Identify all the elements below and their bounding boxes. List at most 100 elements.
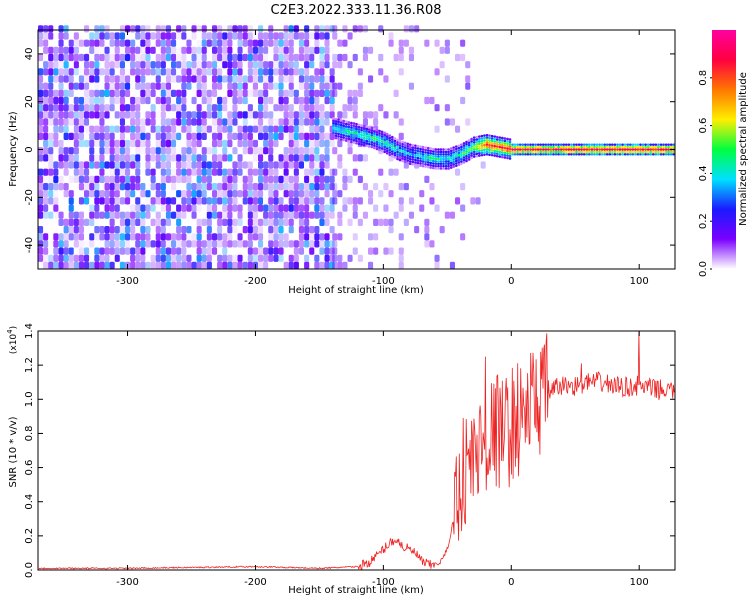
heatmap-cell xyxy=(206,254,212,262)
heatmap-cell xyxy=(68,46,74,54)
heatmap-cell xyxy=(365,130,369,133)
x-tick-label: -100 xyxy=(372,276,395,287)
heatmap-cell xyxy=(263,96,269,105)
heatmap-cell xyxy=(227,211,233,219)
heatmap-cell xyxy=(288,211,294,219)
heatmap-cell xyxy=(304,240,310,248)
heatmap-cell xyxy=(383,148,386,151)
heatmap-cell xyxy=(439,157,443,161)
heatmap-cell xyxy=(309,190,315,198)
heatmap-cell xyxy=(48,82,54,90)
heatmap-cell xyxy=(242,96,248,105)
heatmap-cell xyxy=(332,183,338,191)
heatmap-cell xyxy=(63,61,69,69)
heatmap-cell xyxy=(38,89,44,97)
heatmap-cell xyxy=(273,82,279,90)
heatmap-cell xyxy=(631,148,635,151)
heatmap-cell xyxy=(562,145,565,149)
heatmap-cell xyxy=(518,150,522,154)
heatmap-cell xyxy=(206,161,212,169)
heatmap-cell xyxy=(452,153,455,156)
heatmap-cell xyxy=(258,132,264,140)
heatmap-cell xyxy=(618,148,622,151)
heatmap-cell xyxy=(355,134,358,138)
heatmap-cell xyxy=(419,150,422,153)
heatmap-cell xyxy=(104,75,110,83)
heatmap-cell xyxy=(293,261,299,269)
heatmap-cell xyxy=(616,153,619,156)
heatmap-cell xyxy=(73,53,79,62)
heatmap-cell xyxy=(398,261,404,269)
heatmap-cell xyxy=(444,160,448,163)
heatmap-cell xyxy=(403,25,409,33)
heatmap-cell xyxy=(368,233,374,241)
heatmap-cell xyxy=(201,154,207,162)
heatmap-cell xyxy=(135,261,141,269)
heatmap-cell xyxy=(217,32,223,40)
heatmap-cell xyxy=(329,211,335,219)
heatmap-cell xyxy=(467,146,471,149)
heatmap-cell xyxy=(263,68,269,76)
heatmap-cell xyxy=(526,148,530,151)
heatmap-cell xyxy=(337,128,340,131)
heatmap-cell xyxy=(263,82,269,90)
heatmap-cell xyxy=(68,197,74,205)
heatmap-cell xyxy=(196,61,202,69)
heatmap-cell xyxy=(268,226,274,234)
heatmap-cell xyxy=(165,132,171,140)
heatmap-cell xyxy=(232,261,238,269)
heatmap-cell xyxy=(396,157,399,161)
heatmap-cell xyxy=(212,204,218,212)
heatmap-cell xyxy=(565,143,568,146)
heatmap-cell xyxy=(201,89,207,97)
heatmap-cell xyxy=(421,150,425,154)
heatmap-cell xyxy=(43,125,49,133)
heatmap-cell xyxy=(416,147,420,150)
heatmap-cell xyxy=(73,175,79,183)
heatmap-cell xyxy=(43,168,49,176)
heatmap-cell xyxy=(460,153,463,156)
heatmap-cell xyxy=(629,148,632,151)
heatmap-cell xyxy=(155,197,161,205)
heatmap-cell xyxy=(378,136,381,140)
heatmap-cell xyxy=(160,254,166,262)
heatmap-cell xyxy=(339,138,343,141)
heatmap-cell xyxy=(669,145,673,149)
heatmap-cell xyxy=(104,197,110,205)
heatmap-cell xyxy=(89,211,95,219)
heatmap-cell xyxy=(99,261,105,269)
heatmap-cell xyxy=(544,150,548,154)
heatmap-cell xyxy=(424,175,430,183)
heatmap-cell xyxy=(319,75,325,83)
heatmap-cell xyxy=(288,25,294,33)
heatmap-cell xyxy=(140,218,146,226)
heatmap-cell xyxy=(104,183,110,191)
noise-cells xyxy=(38,25,486,269)
heatmap-cell xyxy=(416,156,420,160)
heatmap-cell xyxy=(611,153,614,156)
heatmap-cell xyxy=(125,190,131,198)
heatmap-cell xyxy=(380,130,384,133)
heatmap-cell xyxy=(649,150,652,154)
heatmap-cell xyxy=(94,247,100,255)
heatmap-cell xyxy=(212,118,218,126)
heatmap-cell xyxy=(337,261,343,269)
heatmap-cell xyxy=(58,89,64,97)
heatmap-cell xyxy=(232,118,238,126)
heatmap-cell xyxy=(424,165,427,168)
heatmap-cell xyxy=(554,143,558,146)
heatmap-cell xyxy=(68,247,74,255)
heatmap-cell xyxy=(434,68,440,76)
heatmap-cell xyxy=(621,145,624,149)
heatmap-cell xyxy=(570,148,573,151)
heatmap-cell xyxy=(470,197,476,205)
heatmap-cell xyxy=(73,32,79,40)
heatmap-cell xyxy=(252,197,258,205)
heatmap-cell xyxy=(89,147,95,155)
heatmap-cell xyxy=(176,261,182,269)
heatmap-cell xyxy=(654,143,658,146)
heatmap-cell xyxy=(352,233,358,241)
heatmap-cell xyxy=(434,157,438,161)
heatmap-cell xyxy=(388,153,392,156)
heatmap-cell xyxy=(467,139,471,142)
